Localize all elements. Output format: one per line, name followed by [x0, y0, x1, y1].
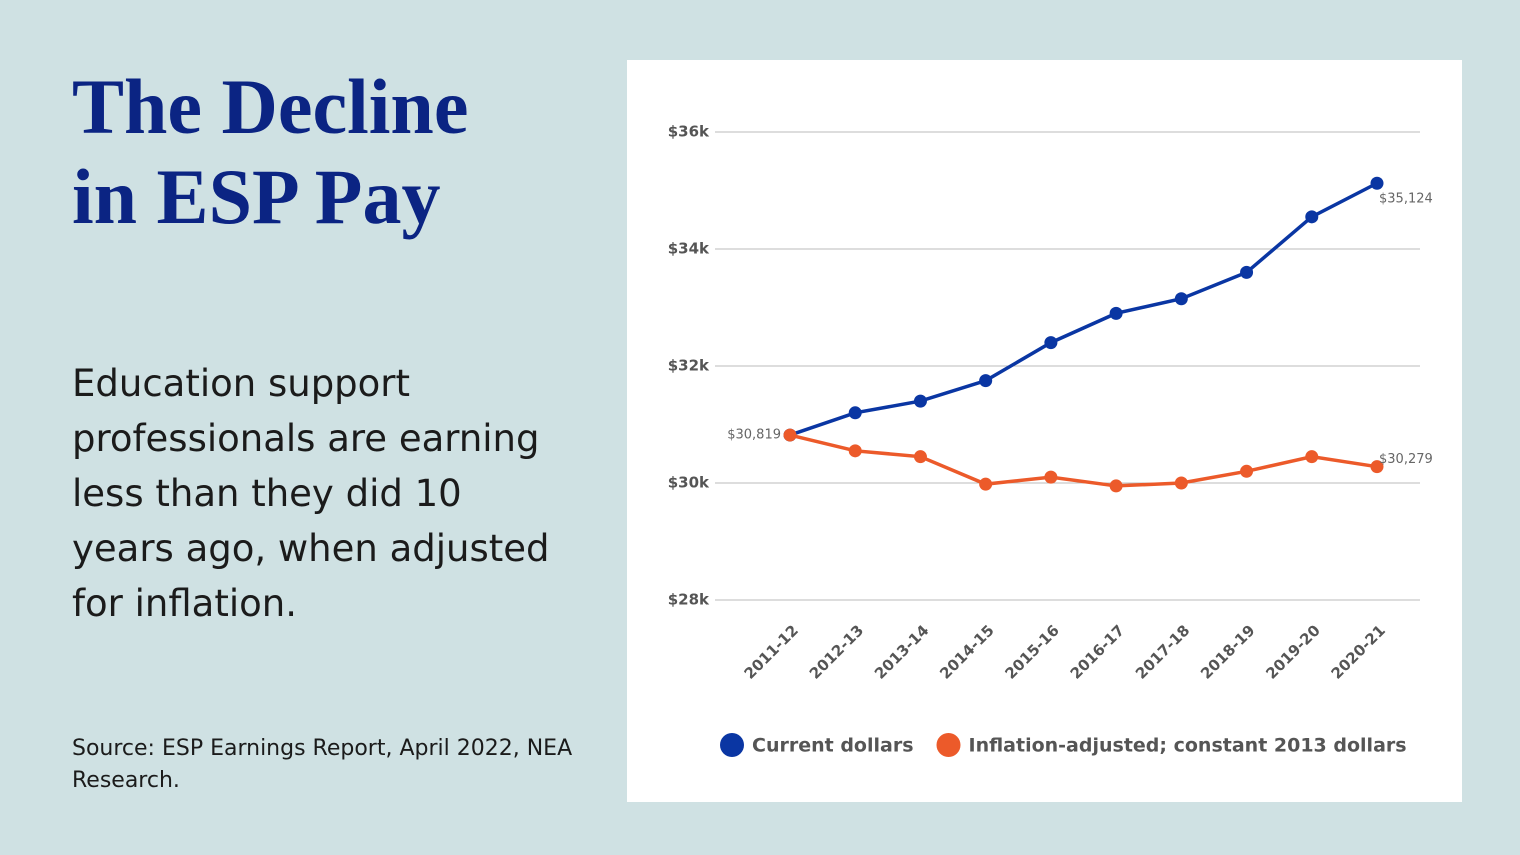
data-point	[1044, 336, 1058, 350]
y-tick-label: $36k	[668, 123, 710, 141]
legend-marker	[720, 733, 744, 757]
source-note: Source: ESP Earnings Report, April 2022,…	[72, 736, 573, 793]
series-line	[789, 181, 1378, 437]
data-point	[783, 428, 797, 442]
x-tick-label: 2019-20	[1262, 621, 1323, 682]
series-line	[789, 433, 1378, 488]
x-tick-label: 2013-14	[871, 621, 932, 682]
data-point	[979, 477, 993, 491]
data-point	[848, 444, 862, 458]
data-point	[1305, 210, 1319, 224]
x-tick-label: 2018-19	[1197, 621, 1258, 682]
chart: $28k $30k $32k $34k $36k 2011-12 2012-13 2013-1…	[627, 60, 1462, 802]
legend-label: Inflation-adjusted; constant 2013 dollar…	[969, 735, 1407, 757]
data-point	[913, 394, 927, 408]
data-point	[1109, 479, 1123, 493]
data-label: $30,819	[727, 428, 781, 443]
legend-marker	[936, 733, 961, 757]
data-point	[1370, 460, 1384, 474]
x-tick-label: 2011-12	[741, 621, 802, 682]
data-point	[979, 374, 993, 388]
x-tick-label: 2014-15	[936, 621, 997, 682]
y-tick-label: $30k	[668, 474, 710, 492]
x-tick-label: 2017-18	[1132, 621, 1193, 682]
data-point	[1044, 470, 1058, 484]
x-tick-label: 2012-13	[806, 621, 867, 682]
y-tick-label: $32k	[668, 357, 710, 375]
y-tick-label: $28k	[668, 591, 710, 609]
data-point	[1370, 176, 1384, 190]
data-point	[913, 450, 927, 464]
x-tick-label: 2015-16	[1001, 621, 1062, 682]
data-point	[1174, 292, 1188, 306]
x-tick-label: 2016-17	[1067, 621, 1128, 682]
legend-label: Current dollars	[752, 735, 914, 757]
data-point	[1240, 265, 1254, 279]
page-title: The Decline in ESP Pay	[72, 63, 469, 240]
data-label: $30,279	[1379, 452, 1433, 467]
data-point	[1174, 476, 1188, 490]
data-point	[1109, 306, 1123, 320]
description: Education support professionals are earn…	[72, 362, 550, 625]
data-point	[848, 406, 862, 420]
y-tick-label: $34k	[668, 240, 710, 258]
x-tick-label: 2020-21	[1328, 621, 1389, 682]
data-label: $35,124	[1379, 192, 1433, 207]
data-point	[1305, 450, 1319, 464]
data-point	[1240, 464, 1254, 478]
